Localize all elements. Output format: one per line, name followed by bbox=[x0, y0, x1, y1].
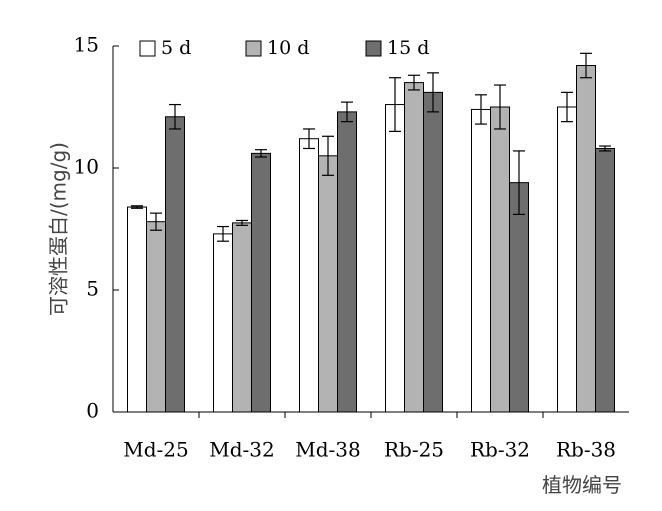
x-category-label: Md-25 bbox=[123, 438, 189, 462]
bar bbox=[165, 116, 185, 413]
y-ticks: 0 5 10 15 bbox=[74, 33, 119, 423]
legend-label: 5 d bbox=[161, 37, 191, 59]
legend-swatch bbox=[365, 40, 382, 57]
bar bbox=[127, 206, 147, 413]
bar bbox=[423, 91, 443, 413]
legend-swatch bbox=[139, 40, 156, 57]
y-tick-label: 10 bbox=[74, 155, 99, 179]
bar bbox=[385, 104, 405, 413]
bar bbox=[557, 106, 577, 413]
legend: 5 d 10 d 15 d bbox=[139, 37, 429, 59]
error-bars-layer bbox=[131, 52, 611, 242]
x-category-label: Md-32 bbox=[209, 438, 275, 462]
bar bbox=[318, 155, 338, 413]
x-axis-title: 植物编号 bbox=[542, 473, 622, 497]
x-category-label: Rb-38 bbox=[556, 438, 616, 462]
bar bbox=[595, 147, 615, 413]
bar bbox=[251, 152, 271, 413]
bar bbox=[213, 233, 233, 413]
y-tick-label: 15 bbox=[74, 33, 99, 57]
x-category-label: Rb-25 bbox=[384, 438, 444, 462]
bar bbox=[490, 106, 510, 413]
x-category-label: Rb-32 bbox=[470, 438, 530, 462]
bar bbox=[232, 222, 252, 413]
bar bbox=[299, 138, 319, 413]
legend-label: 10 d bbox=[267, 37, 309, 59]
bar bbox=[576, 65, 596, 413]
y-tick-label: 0 bbox=[86, 399, 99, 423]
x-category-label: Md-38 bbox=[295, 438, 361, 462]
bars-layer bbox=[127, 65, 615, 413]
y-tick-label: 5 bbox=[86, 277, 99, 301]
bar bbox=[146, 221, 166, 413]
bar bbox=[404, 82, 424, 413]
legend-label: 15 d bbox=[387, 37, 429, 59]
bar bbox=[337, 111, 357, 413]
y-axis-title: 可溶性蛋白/(mg/g) bbox=[47, 142, 71, 316]
bar bbox=[471, 108, 491, 413]
bar bbox=[509, 182, 529, 413]
x-category-labels: Md-25 Md-32 Md-38 Rb-25 Rb-32 Rb-38 bbox=[123, 412, 616, 462]
legend-swatch bbox=[245, 40, 262, 57]
